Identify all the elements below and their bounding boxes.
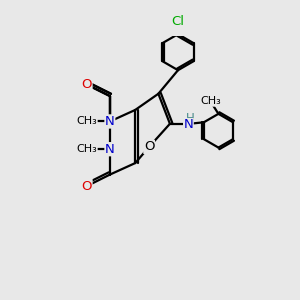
Text: CH₃: CH₃: [200, 96, 221, 106]
Text: Cl: Cl: [172, 15, 184, 28]
Text: H: H: [186, 112, 195, 125]
Text: CH₃: CH₃: [76, 116, 97, 127]
Text: O: O: [144, 140, 154, 153]
Text: N: N: [105, 143, 115, 156]
Text: O: O: [82, 180, 92, 193]
Text: CH₃: CH₃: [76, 144, 97, 154]
Text: N: N: [105, 115, 115, 128]
Text: N: N: [184, 118, 193, 131]
Text: O: O: [82, 78, 92, 91]
